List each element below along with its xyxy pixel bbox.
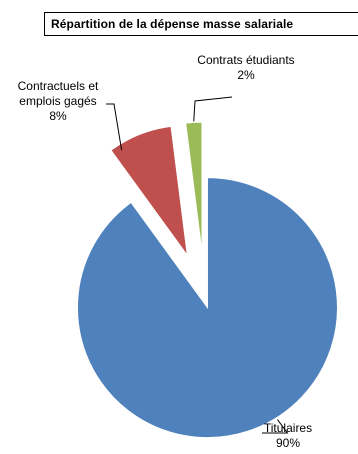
pie-slice-contrats-etudiants [185,121,203,253]
label-name-contrats-etudiants: Contrats étudiants [197,53,295,67]
label-name-titulaires: Titulaires [263,421,313,435]
data-label-contractuels: Contractuels et emplois gagés 8% [10,79,106,124]
chart-title-box: Répartition de la dépense masse salarial… [44,12,358,36]
label-name-contractuels-line-2: emplois gagés [19,94,97,108]
chart-title: Répartition de la dépense masse salarial… [51,17,294,31]
label-value-titulaires: 90% [275,436,301,450]
label-name-contractuels-line-1: Contractuels et [17,79,99,93]
data-label-contrats-etudiants: Contrats étudiants 2% [183,53,309,83]
label-value-contractuels: 8% [49,109,67,123]
pie-slices [76,121,338,439]
data-label-titulaires: Titulaires 90% [258,421,318,451]
leader-lines [106,96,289,434]
label-value-contrats-etudiants: 2% [237,68,255,82]
pie-slice-contractuels [110,125,188,256]
leader-line-titulaires [262,419,289,434]
leader-line-contractuels [106,103,123,151]
leader-line-contrats-etudiants [193,96,233,122]
pie-slice-titulaires [76,177,338,439]
